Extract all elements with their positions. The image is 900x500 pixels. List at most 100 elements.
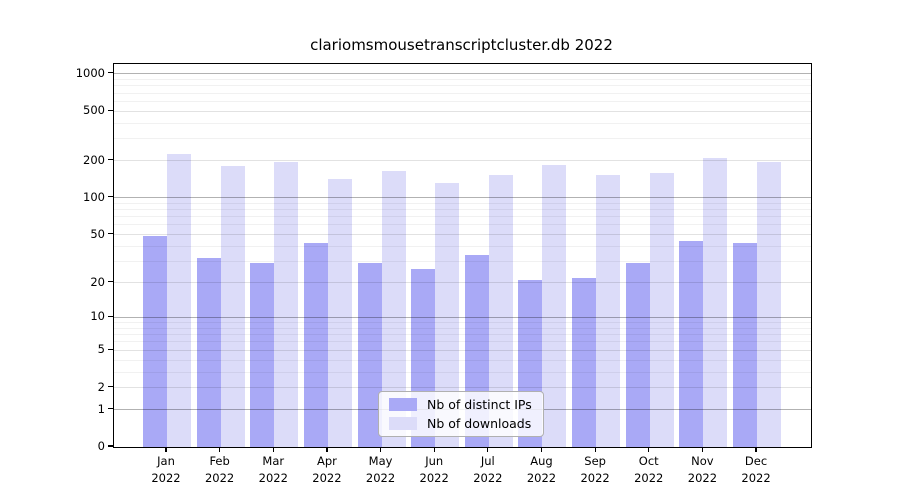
x-tick-label-oct: Oct 2022 xyxy=(634,454,664,485)
bar-downloads-oct xyxy=(649,172,674,447)
gridline-y-6 xyxy=(114,341,811,343)
gridline-y-90 xyxy=(114,202,811,204)
bar-downloads-sep xyxy=(596,174,621,447)
gridline-y-1000 xyxy=(114,73,811,75)
x-tick-mark-may xyxy=(379,447,382,452)
x-tick-mark-dec xyxy=(755,447,757,452)
legend-label-downloads: Nb of downloads xyxy=(427,416,532,431)
gridline-y-70 xyxy=(114,216,811,218)
gridline-y-8 xyxy=(114,327,811,329)
bars-layer xyxy=(114,64,811,447)
y-tick-mark-200 xyxy=(108,158,113,161)
bar-downloads-nov xyxy=(703,157,728,447)
x-tick-mark-jun xyxy=(433,447,435,452)
y-tick-label-1: 1 xyxy=(97,401,105,416)
y-tick-label-2: 2 xyxy=(97,379,105,394)
gridline-y-200 xyxy=(114,160,811,162)
gridline-y-2 xyxy=(114,387,811,389)
bar-downloads-dec xyxy=(757,161,782,447)
x-tick-label-feb: Feb 2022 xyxy=(204,454,235,485)
x-tick-mark-jan xyxy=(165,447,167,452)
y-tick-mark-0 xyxy=(108,445,113,447)
bar-distinct-ips-dec xyxy=(733,242,758,447)
bar-distinct-ips-nov xyxy=(679,241,704,447)
legend-label-distinct-ips: Nb of distinct IPs xyxy=(427,397,532,412)
x-tick-mark-apr xyxy=(326,447,328,452)
bar-distinct-ips-apr xyxy=(303,242,328,447)
y-tick-label-10: 10 xyxy=(90,309,105,324)
y-tick-label-200: 200 xyxy=(83,152,105,167)
x-tick-mark-sep xyxy=(594,447,596,452)
y-tick-mark-1000 xyxy=(108,72,113,74)
y-tick-mark-500 xyxy=(108,109,113,111)
gridline-y-700 xyxy=(114,92,811,94)
x-tick-label-nov: Nov 2022 xyxy=(687,454,718,485)
y-tick-label-0: 0 xyxy=(97,439,105,453)
x-tick-mark-feb xyxy=(219,447,221,452)
bar-distinct-ips-oct xyxy=(625,263,650,447)
legend-item-distinct-ips: Nb of distinct IPs xyxy=(387,397,535,412)
gridline-y-3 xyxy=(114,371,811,373)
gridline-y-10 xyxy=(114,316,811,319)
gridline-y-50 xyxy=(114,234,811,236)
bar-downloads-feb xyxy=(220,165,245,447)
y-tick-mark-50 xyxy=(108,233,113,235)
gridline-y-600 xyxy=(114,100,811,102)
bar-distinct-ips-sep xyxy=(572,277,597,447)
y-tick-mark-10 xyxy=(108,315,113,318)
grid-layer xyxy=(114,64,811,447)
bar-distinct-ips-feb xyxy=(196,258,221,447)
x-tick-label-sep: Sep 2022 xyxy=(580,454,610,485)
bar-distinct-ips-mar xyxy=(250,263,275,447)
x-tick-label-jan: Jan 2022 xyxy=(151,454,181,485)
bar-distinct-ips-jan xyxy=(143,235,167,447)
x-tick-label-aug: Aug 2022 xyxy=(526,454,557,485)
x-tick-mark-oct xyxy=(648,447,650,452)
y-tick-mark-20 xyxy=(108,280,113,283)
gridline-y-5 xyxy=(114,349,811,351)
y-tick-label-5: 5 xyxy=(97,342,105,357)
gridline-y-9 xyxy=(114,322,811,324)
gridline-y-80 xyxy=(114,209,811,211)
legend-swatch-downloads xyxy=(389,417,417,430)
bar-downloads-jan xyxy=(167,154,191,447)
x-tick-label-mar: Mar 2022 xyxy=(258,454,288,485)
gridline-y-100 xyxy=(114,197,811,199)
y-tick-mark-5 xyxy=(108,348,113,350)
y-tick-label-100: 100 xyxy=(83,189,105,204)
gridline-y-800 xyxy=(114,85,811,87)
plot-area xyxy=(113,63,812,448)
y-tick-label-1000: 1000 xyxy=(75,65,105,80)
gridline-y-500 xyxy=(114,110,811,112)
y-tick-mark-100 xyxy=(108,196,113,198)
y-tick-mark-1 xyxy=(108,407,113,410)
legend-item-downloads: Nb of downloads xyxy=(387,416,535,431)
x-tick-mark-mar xyxy=(272,447,274,452)
x-tick-mark-jul xyxy=(487,447,489,452)
legend: Nb of distinct IPs Nb of downloads xyxy=(378,391,544,437)
gridline-y-40 xyxy=(114,245,811,247)
bar-downloads-mar xyxy=(274,161,299,447)
chart-title: clariomsmousetranscriptcluster.db 2022 xyxy=(310,36,613,54)
gridline-y-7 xyxy=(114,334,811,336)
x-tick-label-dec: Dec 2022 xyxy=(741,454,771,485)
gridline-y-400 xyxy=(114,122,811,124)
gridline-y-4 xyxy=(114,359,811,361)
y-tick-mark-2 xyxy=(108,386,113,388)
x-tick-mark-aug xyxy=(540,447,543,452)
legend-swatch-distinct-ips xyxy=(389,398,417,411)
gridline-y-300 xyxy=(114,138,811,140)
x-tick-label-may: May 2022 xyxy=(365,454,396,485)
x-tick-label-jun: Jun 2022 xyxy=(419,454,449,485)
y-tick-label-20: 20 xyxy=(90,274,105,289)
bar-downloads-aug xyxy=(542,164,567,447)
gridline-y-20 xyxy=(114,282,811,284)
x-tick-mark-nov xyxy=(701,447,703,452)
bar-distinct-ips-may xyxy=(357,263,382,447)
gridline-y-900 xyxy=(114,79,811,81)
x-tick-label-jul: Jul 2022 xyxy=(473,454,503,485)
gridline-y-30 xyxy=(114,261,811,263)
y-tick-label-50: 50 xyxy=(90,226,105,241)
gridline-y-60 xyxy=(114,224,811,226)
